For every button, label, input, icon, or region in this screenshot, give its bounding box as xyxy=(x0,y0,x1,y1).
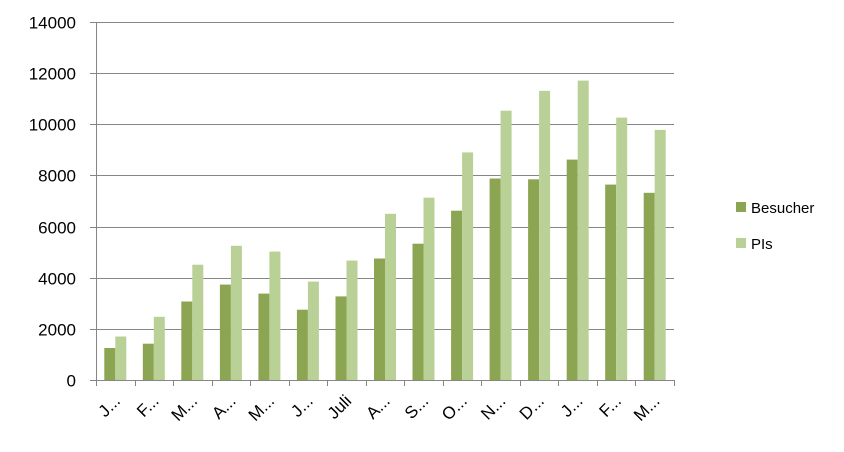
y-tick-label: 2000 xyxy=(38,321,76,340)
bar-besucher xyxy=(528,179,540,380)
bar-besucher xyxy=(104,348,116,380)
bar-besucher xyxy=(181,301,193,380)
x-tick-label: J... xyxy=(557,391,586,420)
bar-besucher xyxy=(451,210,463,380)
x-tick-label: J... xyxy=(287,391,316,420)
bar-besucher xyxy=(142,343,154,380)
y-tick-label: 4000 xyxy=(38,270,76,289)
x-tick-label: M... xyxy=(168,391,201,424)
x-tick-label: N... xyxy=(477,391,509,423)
legend-label: Besucher xyxy=(751,200,814,217)
bar-pis xyxy=(423,197,435,380)
bar-besucher xyxy=(219,284,231,380)
y-tick-label: 6000 xyxy=(38,219,76,238)
bar-pis xyxy=(577,80,589,380)
bar-pis xyxy=(153,316,165,380)
x-tick-label: F... xyxy=(596,391,625,420)
bar-pis xyxy=(307,281,319,380)
legend: Besucher PIs xyxy=(736,200,814,253)
bar-pis xyxy=(500,110,512,380)
x-tick-label: A... xyxy=(208,391,239,422)
y-tick-label: 14000 xyxy=(29,14,76,33)
y-tick-label: 8000 xyxy=(38,167,76,186)
y-axis-tick-labels: 0 2000 4000 6000 8000 10000 12000 14000 xyxy=(29,14,76,391)
x-tick-label: A... xyxy=(362,391,393,422)
bar-besucher xyxy=(643,192,655,380)
y-tick-label: 0 xyxy=(67,372,76,391)
x-axis-tick-labels: J... F... M... A... M... J... Juli A... S... O...… xyxy=(95,391,664,424)
bar-pis xyxy=(115,336,127,380)
y-tick-label: 10000 xyxy=(29,116,76,135)
x-tick-label: O... xyxy=(438,391,471,424)
x-tick-label: M... xyxy=(630,391,663,424)
legend-label: PIs xyxy=(751,236,773,253)
axes xyxy=(90,22,675,386)
legend-swatch xyxy=(736,238,746,248)
bar-pis xyxy=(385,213,396,380)
bar-besucher xyxy=(605,184,617,380)
bar-pis xyxy=(230,245,242,381)
bar-besucher xyxy=(258,293,270,380)
bars xyxy=(104,80,666,381)
bar-pis xyxy=(269,251,281,380)
bar-pis xyxy=(192,264,204,380)
bar-besucher xyxy=(296,309,308,380)
bar-besucher xyxy=(412,243,424,380)
bar-besucher xyxy=(489,178,501,380)
bar-besucher xyxy=(374,258,385,380)
x-tick-label: S... xyxy=(401,391,432,422)
x-tick-label: D... xyxy=(516,391,548,423)
bar-besucher xyxy=(566,159,578,380)
x-tick-label: F... xyxy=(133,391,162,420)
x-tick-label: Juli xyxy=(324,391,355,422)
bar-pis xyxy=(462,152,474,380)
y-tick-label: 12000 xyxy=(29,65,76,84)
legend-swatch xyxy=(736,202,746,212)
bar-pis xyxy=(346,260,358,380)
bar-pis xyxy=(539,90,551,381)
x-tick-label: J... xyxy=(95,391,124,420)
x-tick-label: M... xyxy=(245,391,278,424)
bar-besucher xyxy=(335,296,347,380)
bar-pis xyxy=(654,129,666,380)
bar-pis xyxy=(616,117,628,380)
